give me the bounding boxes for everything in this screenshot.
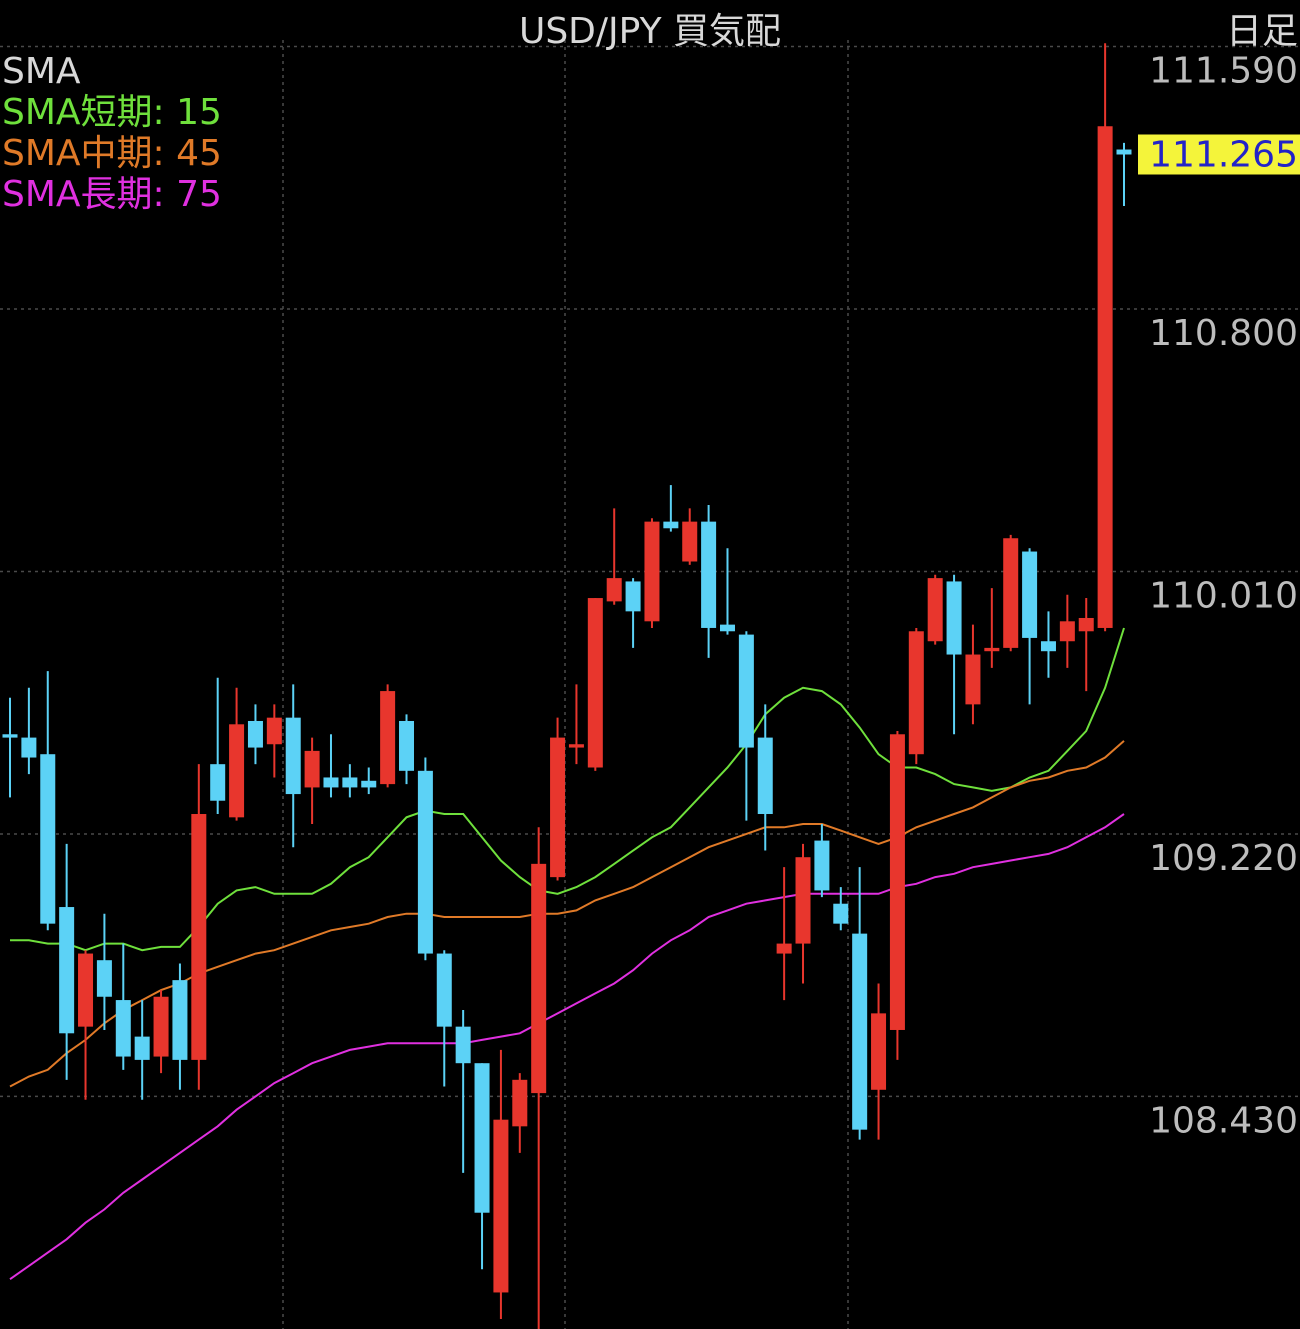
candle-body (436, 953, 452, 1027)
candle-body (946, 581, 962, 655)
candle-body (719, 624, 735, 632)
candle-body (323, 777, 339, 788)
candle-body (342, 777, 358, 788)
candle-body (1059, 621, 1075, 642)
candle-body (965, 654, 981, 705)
candle-body (833, 903, 849, 924)
candle-body (455, 1026, 471, 1064)
candle-body (889, 734, 905, 1030)
legend-title: SMA (2, 51, 81, 92)
candle-body (380, 691, 396, 785)
candle-body (512, 1079, 528, 1127)
candle-body (172, 980, 188, 1060)
candle-body (927, 578, 943, 642)
candle-body (304, 750, 320, 788)
period-label: 日足 (1226, 11, 1298, 52)
candle-body (644, 521, 660, 622)
legend-label: SMA短期: 15 (2, 92, 222, 133)
candle-body (701, 521, 717, 628)
candle-body (59, 907, 75, 1034)
candle-body (21, 737, 37, 758)
candle-layer (2, 43, 1132, 1329)
y-tick-label: 109.220 (1149, 838, 1298, 879)
candle-body (908, 631, 924, 755)
candle-body (871, 1013, 887, 1090)
candle-body (266, 717, 282, 745)
candle-body (78, 953, 94, 1027)
candle-body (399, 720, 415, 771)
candle-body (247, 720, 263, 748)
candle-body (1003, 538, 1019, 648)
candle-body (531, 863, 547, 1094)
candle-body (606, 578, 622, 602)
candle-body (776, 943, 792, 954)
candle-body (285, 717, 301, 795)
candle-body (1040, 641, 1056, 652)
candle-body (40, 754, 56, 924)
y-tick-label: 110.800 (1149, 313, 1298, 354)
candle-body (550, 737, 566, 878)
candle-body (115, 1000, 131, 1057)
candle-body (153, 996, 169, 1057)
candle-body (814, 840, 830, 891)
candle-body (210, 764, 226, 801)
sma-line (9, 813, 1125, 1281)
candle-body (625, 581, 641, 612)
candle-body (134, 1036, 150, 1060)
y-tick-label: 110.010 (1149, 575, 1298, 616)
candle-body (96, 960, 112, 997)
candle-body (757, 737, 773, 815)
legend-label: SMA長期: 75 (2, 174, 222, 215)
candle-body (361, 780, 377, 788)
candle-body (474, 1063, 490, 1213)
candle-body (984, 647, 1000, 652)
candle-body (417, 770, 433, 954)
candle-body (2, 734, 18, 738)
last-price-box (1138, 134, 1300, 175)
last-price-label: 111.265 (1149, 134, 1298, 175)
candle-body (663, 521, 679, 529)
candle-body (587, 598, 603, 768)
candle-body (795, 857, 811, 944)
candle-body (852, 933, 868, 1130)
candle-body (1116, 149, 1132, 155)
candle-body (738, 634, 754, 748)
candle-body (1078, 617, 1094, 632)
candle-body (493, 1119, 509, 1293)
y-tick-label: 111.590 (1149, 51, 1298, 92)
legend-label: SMA中期: 45 (2, 133, 222, 174)
candle-body (1022, 551, 1038, 638)
chart-title: USD/JPY 買気配 (519, 11, 781, 52)
candle-body (191, 814, 207, 1060)
y-tick-label: 108.430 (1149, 1100, 1298, 1141)
candle-body (1097, 126, 1113, 628)
candle-body (568, 744, 584, 748)
candle-body (682, 521, 698, 562)
candle-body (229, 724, 245, 818)
